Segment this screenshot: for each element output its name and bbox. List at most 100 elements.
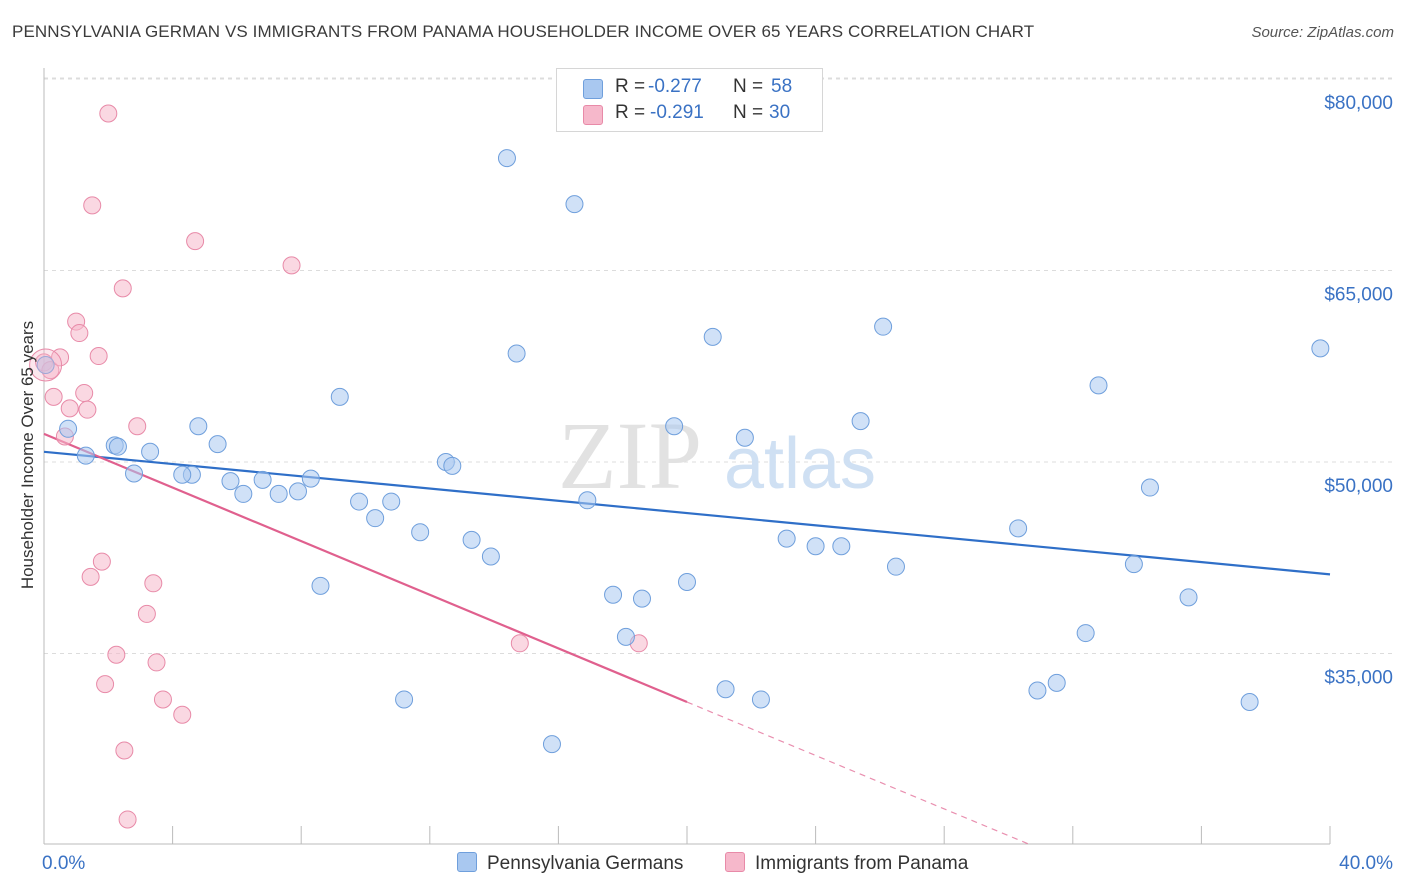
correlation-legend: R = -0.277 N = 58 R = -0.291 N = 30: [556, 68, 823, 132]
legend-row-pink: R = -0.291 N = 30: [557, 100, 822, 128]
x-tick-label: 0.0%: [42, 853, 85, 874]
x-tick-label: 40.0%: [1339, 853, 1393, 874]
data-point-pennsylvania-german: [542, 735, 561, 754]
trend-line-immigrants-from-panama: [43, 432, 688, 704]
data-point-pennsylvania-german: [59, 419, 78, 438]
data-points: [29, 104, 1330, 829]
data-point-pennsylvania-german: [253, 470, 272, 489]
data-point-pennsylvania-german: [108, 437, 127, 456]
data-point-pennsylvania-german: [616, 627, 635, 646]
watermark-zip: ZIP: [558, 402, 702, 509]
data-point-pennsylvania-german: [678, 573, 696, 592]
data-point-pennsylvania-german: [462, 530, 481, 549]
data-point-panama: [70, 324, 89, 343]
legend-r-label: R =: [615, 102, 646, 123]
data-point-panama: [186, 232, 205, 251]
series-label-pink: Immigrants from Panama: [755, 853, 969, 874]
data-point-pennsylvania-german: [703, 327, 722, 346]
y-axis-label: Householder Income Over 65 years: [18, 320, 37, 590]
data-point-pennsylvania-german: [1140, 478, 1159, 497]
data-point-pennsylvania-german: [443, 456, 462, 475]
trend-line-extension: [686, 701, 1032, 846]
data-point-pennsylvania-german: [350, 492, 369, 511]
legend-r-label: R =: [615, 76, 646, 97]
series-legend-pink: Immigrants from Panama: [725, 852, 968, 875]
legend-swatch-blue: [583, 79, 603, 99]
chart-title: PENNSYLVANIA GERMAN VS IMMIGRANTS FROM P…: [12, 22, 1035, 41]
data-point-pennsylvania-german: [874, 317, 893, 336]
data-point-pennsylvania-german: [806, 537, 825, 556]
tick-labels: $35,000 $50,000 $65,000 $80,000 0.0% 40.0%: [42, 93, 1393, 874]
data-point-panama: [118, 810, 137, 829]
data-point-pennsylvania-german: [632, 589, 651, 608]
data-point-pennsylvania-german: [1179, 588, 1198, 607]
data-point-pennsylvania-german: [395, 690, 414, 709]
data-point-pennsylvania-german: [1047, 673, 1066, 692]
data-point-panama: [173, 705, 192, 724]
legend-r-value: -0.277: [648, 76, 702, 97]
data-point-pennsylvania-german: [269, 484, 288, 503]
data-point-panama: [96, 675, 115, 694]
data-point-panama: [115, 741, 134, 760]
data-point-pennsylvania-german: [301, 469, 320, 488]
data-point-pennsylvania-german: [76, 446, 95, 465]
data-point-panama: [60, 399, 79, 418]
data-point-pennsylvania-german: [716, 680, 735, 699]
data-point-pennsylvania-german: [1028, 681, 1047, 700]
data-point-pennsylvania-german: [886, 557, 905, 576]
data-point-pennsylvania-german: [311, 576, 330, 595]
data-point-panama: [137, 604, 156, 623]
data-point-pennsylvania-german: [665, 417, 684, 436]
y-tick-label: $35,000: [1324, 668, 1393, 689]
grid-lines: [44, 77, 1393, 654]
source-credit: Source: ZipAtlas.com: [1251, 24, 1394, 41]
axes: [43, 68, 1331, 845]
data-point-panama: [44, 387, 63, 406]
data-point-pennsylvania-german: [1076, 624, 1095, 643]
data-point-pennsylvania-german: [411, 523, 430, 542]
legend-swatch-pink: [583, 105, 603, 125]
data-point-pennsylvania-german: [1124, 555, 1143, 574]
data-point-pennsylvania-german: [751, 690, 770, 709]
data-point-panama: [113, 279, 132, 298]
data-point-pennsylvania-german: [221, 472, 240, 491]
data-point-pennsylvania-german: [604, 585, 623, 604]
data-point-pennsylvania-german: [189, 417, 208, 436]
legend-n-label: N =: [733, 76, 764, 97]
data-point-panama: [78, 400, 97, 419]
data-point-panama: [128, 417, 147, 436]
data-point-panama: [107, 645, 126, 664]
data-point-panama: [153, 690, 172, 709]
data-point-pennsylvania-german: [481, 547, 500, 566]
series-label-blue: Pennsylvania Germans: [487, 853, 684, 874]
data-point-pennsylvania-german: [735, 428, 754, 447]
data-point-pennsylvania-german: [832, 537, 851, 556]
legend-row-blue: R = -0.277 N = 58: [557, 74, 822, 102]
data-point-pennsylvania-german: [497, 149, 516, 168]
data-point-pennsylvania-german: [1311, 339, 1330, 358]
data-point-pennsylvania-german: [382, 492, 401, 511]
data-point-pennsylvania-german: [777, 529, 796, 548]
data-point-pennsylvania-german: [36, 355, 55, 374]
series-legend-blue: Pennsylvania Germans: [457, 852, 683, 875]
legend-n-value: 30: [769, 102, 791, 123]
data-point-panama: [99, 104, 118, 123]
series-swatch-blue: [457, 852, 477, 872]
data-point-pennsylvania-german: [565, 195, 584, 214]
data-point-pennsylvania-german: [173, 465, 192, 484]
data-point-pennsylvania-german: [1009, 519, 1028, 538]
data-point-panama: [510, 634, 529, 653]
data-point-panama: [75, 384, 94, 403]
data-point-pennsylvania-german: [1240, 693, 1259, 712]
series-swatch-pink: [725, 852, 745, 872]
data-point-panama: [92, 552, 111, 571]
data-point-pennsylvania-german: [288, 482, 307, 501]
data-point-pennsylvania-german: [578, 491, 597, 510]
data-point-pennsylvania-german: [141, 442, 160, 461]
data-point-panama: [83, 196, 102, 215]
data-point-panama: [147, 653, 166, 672]
legend-r-value: -0.291: [650, 102, 704, 123]
y-tick-label: $80,000: [1324, 93, 1393, 114]
legend-n-value: 58: [771, 76, 793, 97]
